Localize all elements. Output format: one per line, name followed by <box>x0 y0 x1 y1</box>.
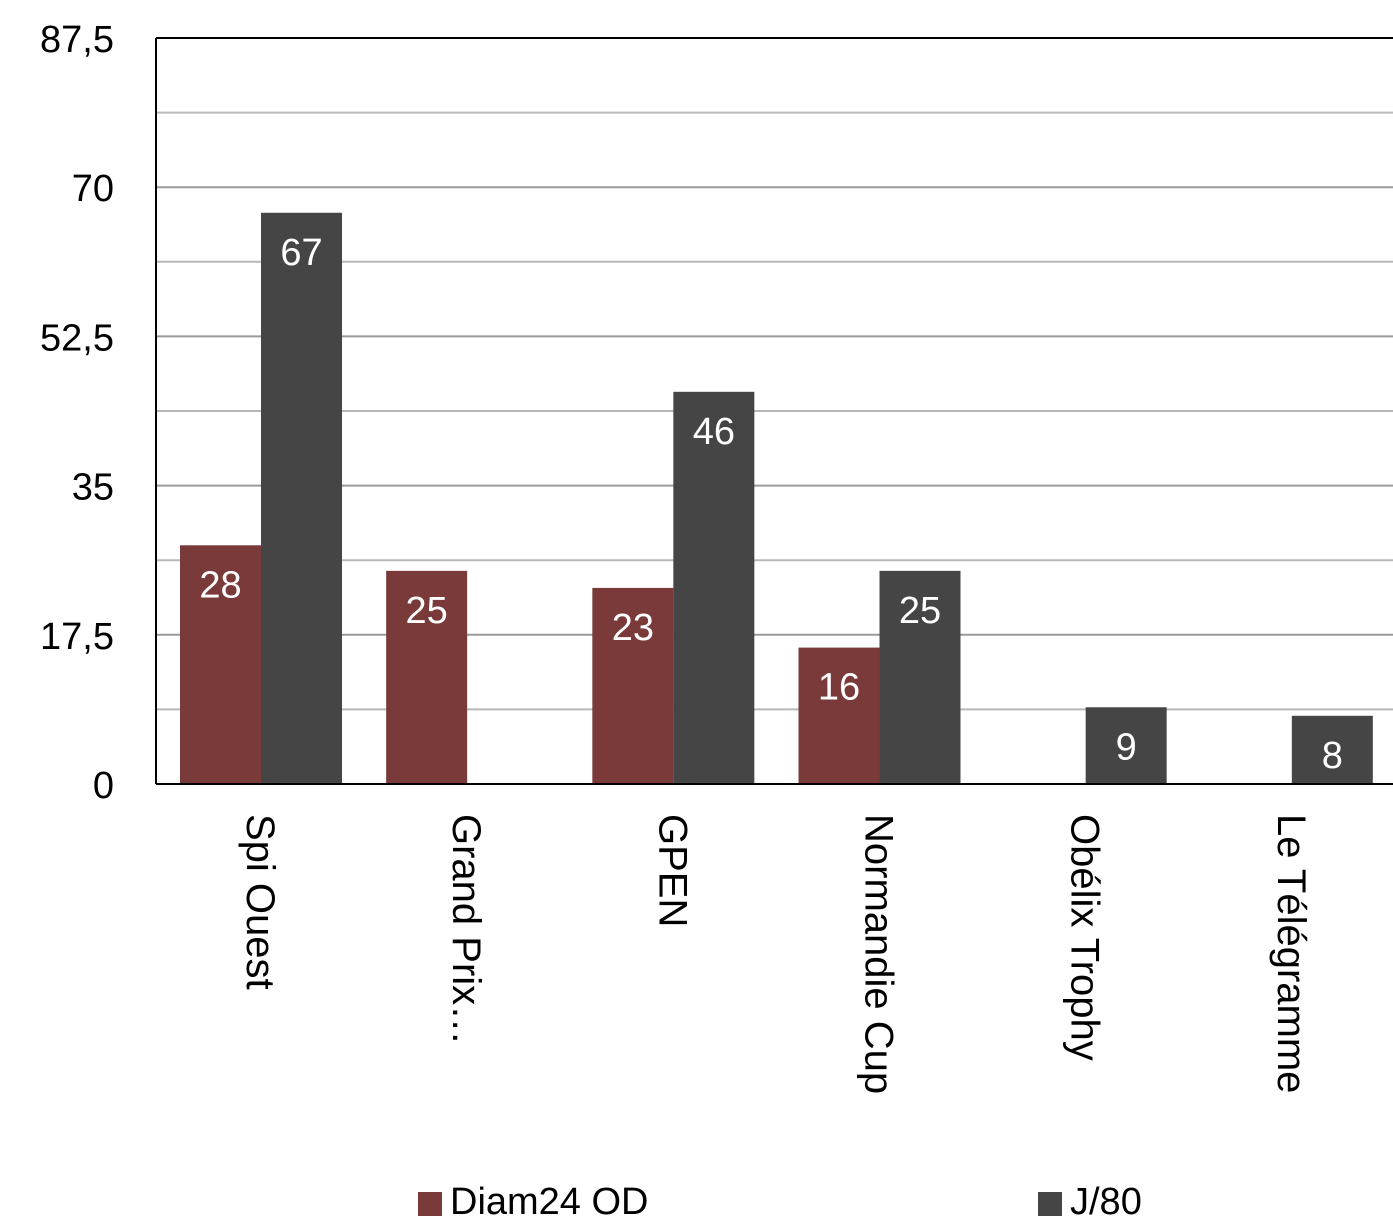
y-axis-tick-labels: 0 17,5 35 52,5 70 87,5 <box>40 19 114 807</box>
legend-label: Diam24 OD <box>450 1181 649 1219</box>
bar-diam24-od <box>592 587 674 784</box>
data-label: 23 <box>612 607 654 649</box>
x-category-label: Obélix Trophy <box>1063 814 1107 1061</box>
axes <box>155 37 1393 785</box>
data-label: 25 <box>899 590 941 632</box>
data-label: 8 <box>1322 735 1343 777</box>
x-category-label: Le Télégramme <box>1269 814 1313 1093</box>
bar-j-80 <box>1085 707 1167 784</box>
y-tick-label: 70 <box>72 168 114 210</box>
x-category-label: Spi Ouest <box>238 814 282 990</box>
bar-j-80 <box>1291 715 1373 784</box>
y-tick-label: 35 <box>72 467 114 509</box>
data-label: 25 <box>406 590 448 632</box>
legend-swatch <box>1038 1192 1062 1216</box>
y-tick-label: 0 <box>93 765 114 807</box>
bar-diam24-od <box>180 545 261 784</box>
y-tick-label: 52,5 <box>40 317 114 359</box>
x-axis-category-labels: Spi Ouest Grand Prix… GPEN Normandie Cup Obé… <box>238 814 1313 1094</box>
x-category-label: Grand Prix… <box>444 814 488 1045</box>
legend-swatch <box>418 1192 442 1216</box>
gridlines <box>156 111 1393 711</box>
data-labels: 28 25 23 16 67 46 25 9 8 <box>199 232 1343 777</box>
bars <box>180 212 1373 784</box>
legend: Diam24 OD J/80 <box>418 1181 1142 1219</box>
data-label: 67 <box>280 232 322 274</box>
data-label: 16 <box>818 667 860 709</box>
bar-j-80 <box>261 212 342 784</box>
y-tick-label: 87,5 <box>40 19 114 61</box>
legend-label: J/80 <box>1070 1181 1142 1219</box>
bar-j-80 <box>879 570 961 784</box>
bar-j-80 <box>673 391 755 784</box>
bar-diam24-od <box>386 570 468 784</box>
bar-diam24-od <box>798 647 880 784</box>
x-category-label: GPEN <box>650 814 694 927</box>
data-label: 28 <box>199 564 241 606</box>
data-label: 46 <box>693 411 735 453</box>
data-label: 9 <box>1116 726 1137 768</box>
x-category-label: Normandie Cup <box>857 814 901 1094</box>
y-tick-label: 17,5 <box>40 616 114 658</box>
